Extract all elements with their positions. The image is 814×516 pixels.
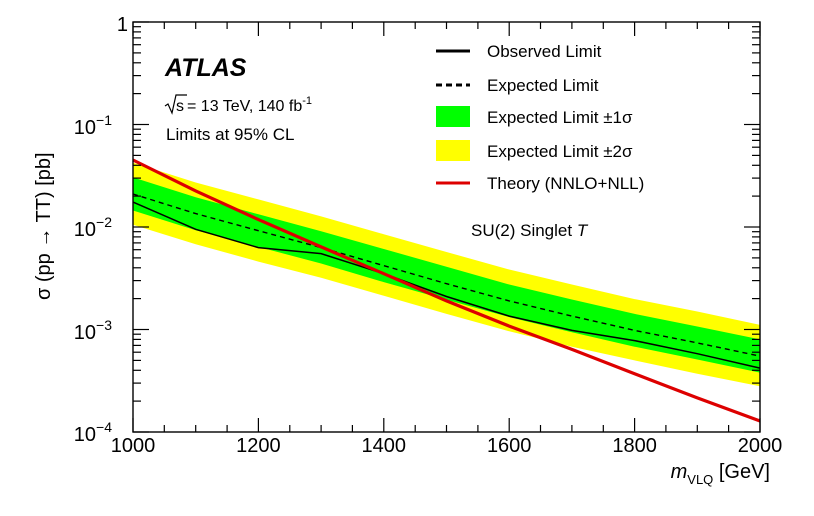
legend-label: Expected Limit ±2σ xyxy=(487,142,633,161)
model-label: SU(2) Singlet T xyxy=(471,221,589,240)
x-tick-label: 1800 xyxy=(612,435,657,457)
sqrt-s: s xyxy=(176,98,184,115)
legend: Observed Limit Expected Limit Expected L… xyxy=(436,42,644,193)
axis-ticks xyxy=(132,21,761,433)
x-tick-labels: 1000 1200 1400 1600 1800 2000 xyxy=(111,435,783,457)
x-tick-label: 2000 xyxy=(738,435,783,457)
legend-swatch-1sigma xyxy=(436,106,470,127)
legend-label: Observed Limit xyxy=(487,42,602,61)
y-tick-label: 1 xyxy=(117,14,128,36)
y-tick-label: 10−3 xyxy=(74,317,112,344)
x-tick-label: 1400 xyxy=(362,435,407,457)
legend-label: Theory (NNLO+NLL) xyxy=(487,174,644,193)
cl-label: Limits at 95% CL xyxy=(166,125,295,144)
y-tick-label: 10−1 xyxy=(74,112,112,139)
energy-lumi-label: s = 13 TeV, 140 fb-1 xyxy=(164,94,312,115)
legend-label: Expected Limit xyxy=(487,76,599,95)
observed-limit-line xyxy=(132,201,761,369)
lumi-exponent: -1 xyxy=(302,95,312,107)
legend-label: Expected Limit ±1σ xyxy=(487,108,633,127)
x-tick-label: 1600 xyxy=(487,435,532,457)
legend-swatch-2sigma xyxy=(436,140,470,161)
x-tick-label: 1200 xyxy=(236,435,281,457)
y-tick-labels: 10−4 10−3 10−2 10−1 1 xyxy=(74,14,128,446)
theory-line xyxy=(132,158,761,423)
x-axis-title: mVLQ [GeV] xyxy=(671,461,770,487)
y-tick-label: 10−2 xyxy=(74,214,112,241)
uncertainty-bands xyxy=(133,162,760,387)
sqrt-symbol-icon xyxy=(164,94,187,115)
x-tick-label: 1000 xyxy=(111,435,156,457)
svg-text:s= 13 TeV, 140 fb-1: s = 13 TeV, 140 fb-1 xyxy=(176,95,312,115)
atlas-label: ATLAS xyxy=(164,54,247,82)
y-tick-label: 10−4 xyxy=(74,419,112,446)
limit-lines xyxy=(132,158,761,423)
y-axis-title: σ (pp → TT) [pb] xyxy=(33,152,55,300)
expected-limit-line xyxy=(132,193,761,357)
energy-lumi-text: = 13 TeV, 140 fb xyxy=(187,98,302,115)
